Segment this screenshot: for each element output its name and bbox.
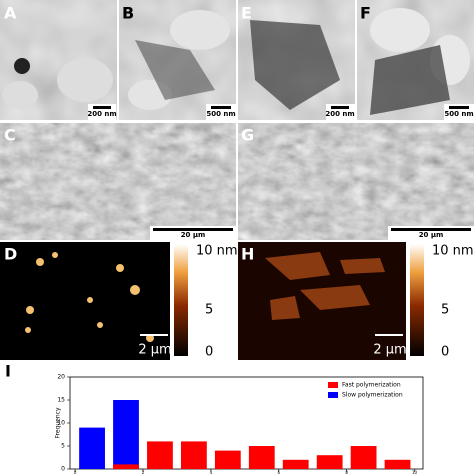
sheet [370, 45, 450, 115]
afm-image [0, 242, 170, 360]
panel-label: G [241, 126, 254, 145]
particle [14, 58, 30, 74]
x-tick-label: 2 [142, 470, 145, 474]
colorbar [410, 244, 424, 356]
legend-swatch [328, 382, 338, 388]
scale-label: 200 nm [87, 110, 116, 118]
panel-label: H [241, 245, 254, 264]
hole [2, 81, 38, 109]
colorbar-label: 0 [205, 345, 213, 360]
panel-label: I [5, 362, 11, 381]
colorbar-label: 0 [441, 345, 449, 360]
colorbar-label: 5 [205, 303, 213, 318]
y-axis-label: Frequency [55, 407, 62, 438]
bar [350, 446, 377, 469]
hole [57, 58, 113, 102]
colorbar [174, 244, 188, 356]
legend-swatch [328, 392, 338, 398]
panel-label: F [360, 4, 371, 23]
colorbar-label: 5 [441, 303, 449, 318]
hole [170, 10, 230, 50]
scale-label: 500 nm [206, 110, 235, 118]
panel-label: D [4, 245, 17, 264]
legend-label: Slow polymerization [342, 392, 403, 399]
panel-label: C [4, 126, 16, 145]
bar [248, 446, 275, 469]
sem-image [238, 123, 474, 240]
afm-flakes [265, 252, 385, 320]
bar [79, 427, 105, 469]
afm-flakes [25, 252, 154, 342]
scale-label: 2 μm [373, 343, 406, 358]
panel-label: A [4, 4, 17, 23]
scale-label: 20 μm [181, 231, 206, 239]
colorbar-label: 10 nm [432, 244, 474, 259]
bar [316, 455, 343, 469]
bar [282, 459, 309, 469]
bar [384, 459, 411, 469]
y-tick-label: 0 [61, 466, 65, 473]
y-tick-label: 5 [61, 443, 65, 450]
scale-label: 20 μm [419, 231, 444, 239]
x-tick-label: 6 [277, 470, 280, 474]
y-tick-label: 15 [57, 397, 65, 404]
x-tick-label: 0 [74, 470, 77, 474]
y-tick-label: 20 [57, 374, 65, 381]
scale-label: 500 nm [444, 110, 473, 118]
sheet [250, 20, 340, 110]
bar [113, 400, 139, 469]
bar [214, 450, 241, 469]
scale-label: 2 μm [138, 343, 171, 358]
legend-label: Fast polymerization [342, 382, 401, 389]
bar [180, 441, 207, 469]
tem-images [0, 0, 474, 120]
sem-image [0, 123, 236, 240]
sheet [135, 40, 215, 100]
hole [370, 8, 430, 52]
x-tick-label: 10 [412, 470, 418, 474]
scale-bars: 200 nm 500 nm 200 nm 500 nm 20 μm 20 μm … [87, 104, 474, 358]
panel-label: E [241, 4, 252, 23]
x-tick-label: 8 [345, 470, 348, 474]
colorbar-label: 10 nm [196, 244, 238, 259]
y-tick-label: 10 [57, 420, 65, 427]
x-tick-label: 4 [210, 470, 213, 474]
panel-label: B [122, 4, 134, 23]
bar [147, 441, 173, 469]
bar [113, 464, 139, 469]
scale-label: 200 nm [325, 110, 354, 118]
